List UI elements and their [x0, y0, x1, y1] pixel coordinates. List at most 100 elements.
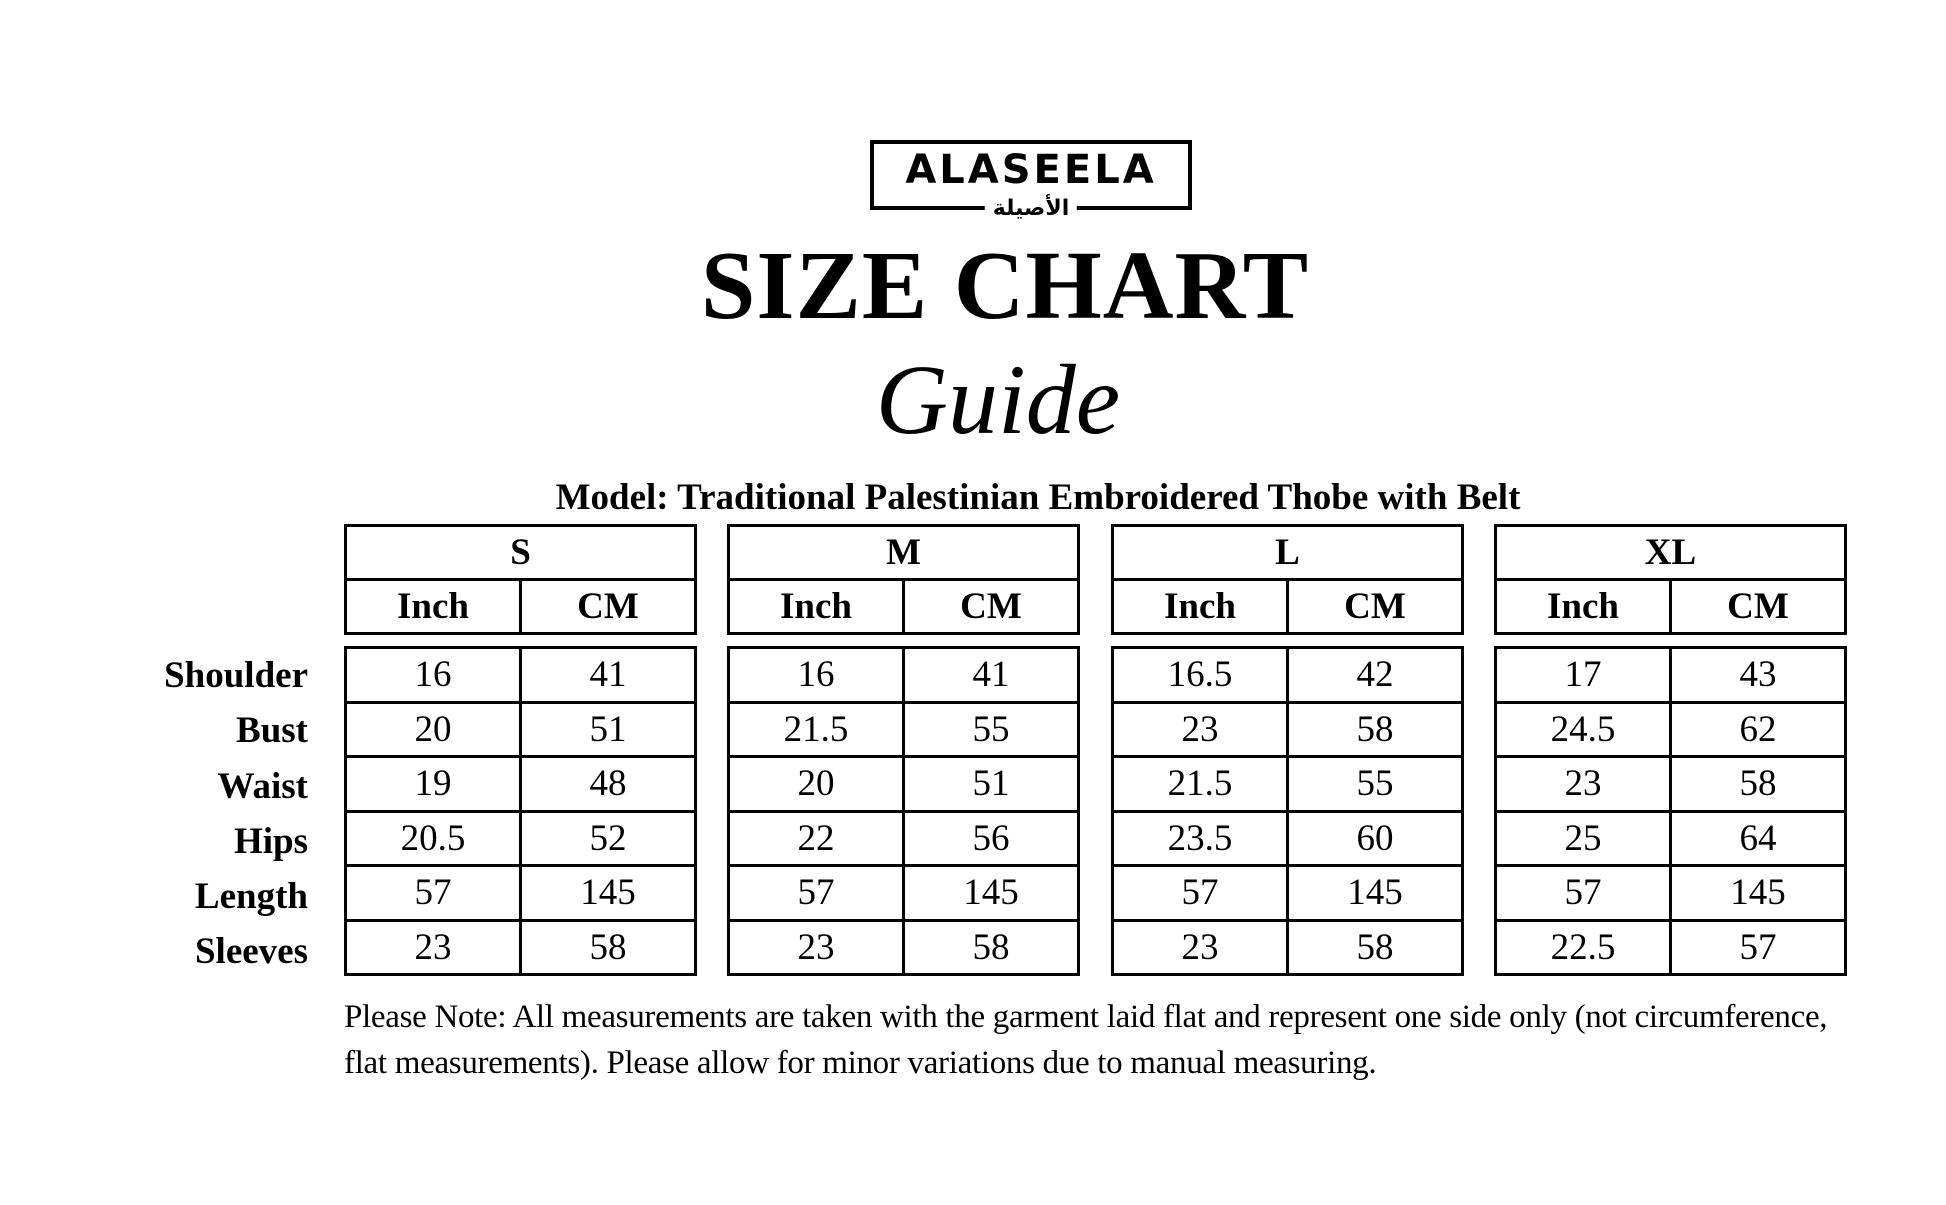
table-row: 23 58 [1111, 918, 1464, 976]
size-name: M [727, 524, 1080, 581]
size-data-table: 17 43 24.5 62 23 58 25 64 57 145 22.5 57 [1494, 646, 1847, 976]
row-label: Waist [217, 765, 308, 807]
cm-value: 145 [519, 864, 697, 922]
unit-cm: CM [1286, 578, 1464, 635]
page-title: SIZE CHART [700, 232, 1310, 340]
row-label: Length [194, 876, 308, 918]
size-header-table: XL Inch CM [1494, 524, 1847, 635]
table-row: 57 145 [1494, 864, 1847, 922]
cm-value: 58 [1669, 755, 1847, 813]
inch-value: 57 [727, 864, 905, 922]
cm-value: 60 [1286, 809, 1464, 867]
cm-value: 56 [902, 809, 1080, 867]
inch-value: 21.5 [1111, 755, 1289, 813]
cm-value: 51 [519, 700, 697, 758]
size-block-l: L Inch CM 16.5 42 23 58 21.5 55 23.5 60 57 145 23 58 [1111, 524, 1464, 976]
table-row: 20 51 [344, 700, 697, 758]
row-label: Shoulder [164, 655, 308, 696]
inch-value: 24.5 [1494, 700, 1672, 758]
size-name: S [344, 524, 697, 581]
inch-value: 20 [344, 700, 522, 758]
inch-value: 22 [727, 809, 905, 867]
cm-value: 58 [902, 918, 1080, 976]
table-row: 16 41 [727, 646, 1080, 704]
cm-value: 51 [902, 755, 1080, 813]
cm-value: 62 [1669, 700, 1847, 758]
size-header-table: S Inch CM [344, 524, 697, 635]
unit-inch: Inch [727, 578, 905, 635]
table-row: 25 64 [1494, 809, 1847, 867]
cm-value: 41 [519, 646, 697, 704]
row-label: Bust [236, 710, 308, 752]
cm-value: 55 [1286, 755, 1464, 813]
unit-inch: Inch [1494, 578, 1672, 635]
cm-value: 43 [1669, 646, 1847, 704]
inch-value: 23 [727, 918, 905, 976]
model-name: Model: Traditional Palestinian Embroider… [555, 477, 1521, 518]
cm-value: 48 [519, 755, 697, 813]
inch-value: 23 [1111, 700, 1289, 758]
measurement-note: Please Note: All measurements are taken … [344, 999, 1828, 1081]
table-row: 23 58 [1111, 700, 1464, 758]
inch-value: 20.5 [344, 809, 522, 867]
table-row: 57 145 [727, 864, 1080, 922]
table-row: 20.5 52 [344, 809, 697, 867]
size-block-xl: XL Inch CM 17 43 24.5 62 23 58 25 64 57 145 22.5 57 [1494, 524, 1847, 976]
table-row: 22 56 [727, 809, 1080, 867]
cm-value: 52 [519, 809, 697, 867]
cm-value: 58 [1286, 918, 1464, 976]
unit-inch: Inch [344, 578, 522, 635]
table-row: 23 58 [727, 918, 1080, 976]
inch-value: 17 [1494, 646, 1672, 704]
cm-value: 145 [1286, 864, 1464, 922]
table-row: 16 41 [344, 646, 697, 704]
table-row: 22.5 57 [1494, 918, 1847, 976]
table-row: 17 43 [1494, 646, 1847, 704]
table-row: 57 145 [1111, 864, 1464, 922]
size-name: XL [1494, 524, 1847, 581]
inch-value: 57 [1111, 864, 1289, 922]
cm-value: 145 [902, 864, 1080, 922]
unit-cm: CM [519, 578, 697, 635]
inch-value: 16.5 [1111, 646, 1289, 704]
unit-inch: Inch [1111, 578, 1289, 635]
size-data-table: 16.5 42 23 58 21.5 55 23.5 60 57 145 23 58 [1111, 646, 1464, 976]
measurement-labels: Shoulder Bust Waist Hips Length Sleeves [100, 647, 308, 979]
table-row: 23.5 60 [1111, 809, 1464, 867]
row-label: Hips [233, 820, 308, 862]
cm-value: 58 [1286, 700, 1464, 758]
table-row: 16.5 42 [1111, 646, 1464, 704]
inch-value: 21.5 [727, 700, 905, 758]
table-row: 24.5 62 [1494, 700, 1847, 758]
brand-logo: ALASEELA الأصيلة [870, 140, 1192, 222]
size-header-table: L Inch CM [1111, 524, 1464, 635]
table-row: 20 51 [727, 755, 1080, 813]
row-label: Sleeves [194, 931, 308, 973]
page-subtitle: Guide [875, 344, 1121, 455]
inch-value: 57 [344, 864, 522, 922]
table-row: 57 145 [344, 864, 697, 922]
table-row: 21.5 55 [1111, 755, 1464, 813]
cm-value: 64 [1669, 809, 1847, 867]
cm-value: 41 [902, 646, 1080, 704]
size-header-table: M Inch CM [727, 524, 1080, 635]
table-row: 19 48 [344, 755, 697, 813]
cm-value: 57 [1669, 918, 1847, 976]
inch-value: 23 [1494, 755, 1672, 813]
inch-value: 16 [727, 646, 905, 704]
table-row: 23 58 [344, 918, 697, 976]
size-name: L [1111, 524, 1464, 581]
cm-value: 42 [1286, 646, 1464, 704]
inch-value: 22.5 [1494, 918, 1672, 976]
size-data-table: 16 41 20 51 19 48 20.5 52 57 145 23 58 [344, 646, 697, 976]
logo-text: ALASEELA [905, 147, 1157, 193]
table-row: 21.5 55 [727, 700, 1080, 758]
inch-value: 57 [1494, 864, 1672, 922]
inch-value: 16 [344, 646, 522, 704]
inch-value: 19 [344, 755, 522, 813]
size-block-m: M Inch CM 16 41 21.5 55 20 51 22 56 57 145 23 58 [727, 524, 1080, 976]
inch-value: 25 [1494, 809, 1672, 867]
logo-arabic-text: الأصيلة [984, 196, 1078, 222]
cm-value: 58 [519, 918, 697, 976]
inch-value: 23 [344, 918, 522, 976]
